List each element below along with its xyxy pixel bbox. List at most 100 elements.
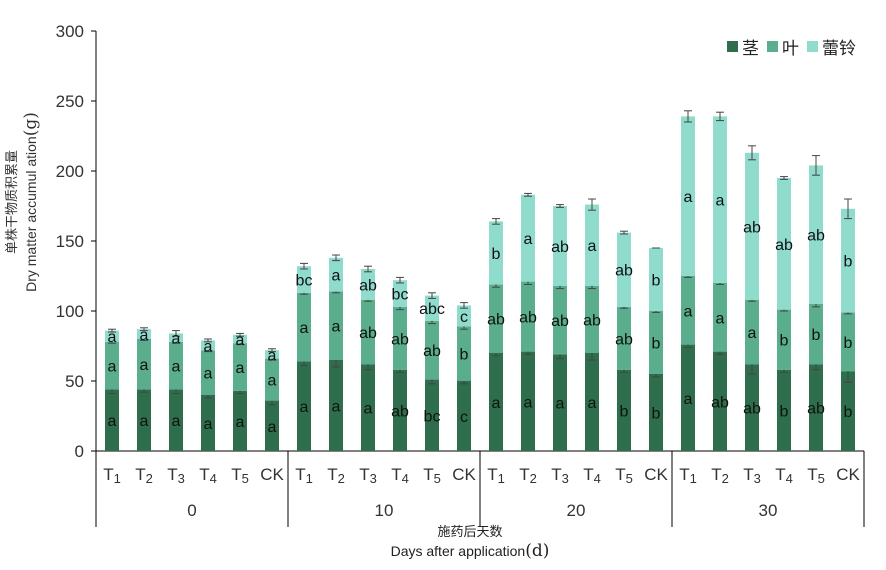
bar-segment-stem [425, 379, 439, 451]
significance-label: c [460, 409, 468, 426]
significance-label: a [268, 419, 277, 436]
significance-label: a [108, 413, 117, 430]
bar-segment-stem [329, 360, 343, 451]
significance-label: a [172, 413, 181, 430]
bar-segment-boll [617, 232, 631, 307]
bar-segment-leaf [137, 339, 151, 390]
x-axis-title: 施药后天数 Days after application(d) [340, 524, 600, 560]
significance-label: a [556, 396, 565, 413]
bar-segment-boll [457, 305, 471, 327]
significance-label: a [172, 359, 181, 376]
legend-item-stem: 茎 [727, 34, 759, 59]
significance-label: a [332, 268, 341, 285]
y-tick-label: 100 [56, 302, 84, 321]
x-tick-label: CK [644, 465, 668, 484]
significance-label: a [140, 327, 149, 344]
significance-label: a [684, 391, 693, 408]
bar-segment-leaf [681, 276, 695, 345]
bar-segment-boll [297, 266, 311, 293]
significance-label: b [492, 246, 501, 263]
bar-segment-stem [841, 371, 855, 451]
significance-label: bc [296, 273, 313, 290]
x-tick-label: T2 [327, 465, 345, 486]
group-label: 0 [187, 501, 196, 520]
significance-label: a [716, 193, 725, 210]
significance-label: c [460, 309, 468, 326]
significance-label: a [236, 414, 245, 431]
bar-segment-leaf [777, 309, 791, 370]
significance-label: b [812, 327, 821, 344]
significance-label: ab [615, 331, 633, 348]
y-tick-label: 150 [56, 232, 84, 251]
bar-segment-boll [201, 340, 215, 351]
bar-segment-boll [841, 208, 855, 313]
significance-label: a [332, 319, 341, 336]
significance-label: ab [391, 331, 409, 348]
significance-label: abc [419, 301, 445, 318]
significance-label: b [620, 403, 629, 420]
significance-label: b [780, 333, 789, 350]
significance-label: bc [424, 408, 441, 425]
x-tick-label: T5 [231, 465, 249, 486]
x-tick-label: T4 [583, 465, 601, 486]
bar-segment-leaf [841, 312, 855, 372]
significance-label: ab [391, 403, 409, 420]
bar-segment-boll [681, 116, 695, 277]
bar-segment-boll [553, 206, 567, 286]
significance-label: a [524, 394, 533, 411]
significance-label: a [332, 399, 341, 416]
y-tick-label: 300 [56, 22, 84, 41]
bar-segment-leaf [169, 341, 183, 390]
bar-segment-stem [265, 400, 279, 451]
significance-label: a [588, 238, 597, 255]
significance-label: b [844, 254, 853, 271]
bar-segment-leaf [809, 304, 823, 365]
significance-label: a [364, 401, 373, 418]
bar-segment-leaf [745, 299, 759, 365]
bar-segment-stem [393, 369, 407, 451]
bar-segment-boll [361, 269, 375, 300]
significance-label: a [236, 332, 245, 349]
significance-label: a [236, 360, 245, 377]
bar-segment-stem [553, 354, 567, 451]
y-tick-label: 50 [65, 372, 84, 391]
bar-segment-stem [713, 351, 727, 451]
significance-label: b [460, 347, 469, 364]
significance-label: a [268, 373, 277, 390]
bar-segment-boll [809, 165, 823, 304]
bar-segment-leaf [425, 320, 439, 380]
group-label: 10 [375, 501, 394, 520]
bar-segment-leaf [329, 291, 343, 360]
x-tick-label: CK [836, 465, 860, 484]
bar-segment-stem [361, 364, 375, 451]
legend-swatch-boll [807, 41, 818, 52]
significance-label: b [652, 336, 661, 353]
bar-segment-stem [745, 364, 759, 451]
significance-label: a [300, 399, 309, 416]
legend-item-leaf: 叶 [767, 34, 799, 59]
bar-segment-stem [137, 389, 151, 451]
bar-segment-boll [233, 334, 247, 344]
significance-label: a [588, 395, 597, 412]
bar-segment-stem [681, 344, 695, 451]
bar-segment-stem [201, 395, 215, 451]
legend-swatch-stem [727, 41, 738, 52]
significance-label: b [652, 273, 661, 290]
bar-segment-stem [649, 374, 663, 451]
x-tick-label: T3 [167, 465, 185, 486]
significance-label: ab [615, 263, 633, 280]
significance-label: ab [807, 228, 825, 245]
x-tick-label: T2 [711, 465, 729, 486]
significance-label: ab [551, 239, 569, 256]
legend-label-leaf: 叶 [782, 39, 799, 59]
significance-label: a [684, 303, 693, 320]
significance-label: a [716, 310, 725, 327]
x-tick-label: T1 [103, 465, 121, 486]
bar-segment-leaf [553, 285, 567, 355]
bar-segment-boll [489, 221, 503, 285]
x-tick-label: T4 [199, 465, 217, 486]
bar-segment-leaf [265, 358, 279, 401]
x-axis-title-zh: 施药后天数 [437, 525, 503, 540]
group-label: 30 [759, 501, 778, 520]
